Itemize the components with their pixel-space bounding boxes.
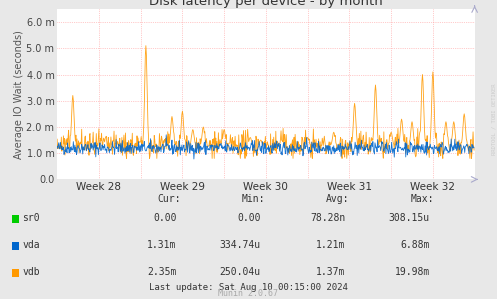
Text: Min:: Min: <box>242 194 265 204</box>
Text: vda: vda <box>22 240 40 250</box>
Text: 78.28n: 78.28n <box>310 213 345 223</box>
Text: sr0: sr0 <box>22 213 40 223</box>
Text: 1.31m: 1.31m <box>147 240 176 250</box>
Title: Disk latency per device - by month: Disk latency per device - by month <box>149 0 383 8</box>
Text: Munin 2.0.67: Munin 2.0.67 <box>219 289 278 298</box>
Text: Max:: Max: <box>411 194 434 204</box>
Text: 19.98m: 19.98m <box>395 267 430 277</box>
Text: 308.15u: 308.15u <box>389 213 430 223</box>
Text: RRDTOOL / TOBI OETIKER: RRDTOOL / TOBI OETIKER <box>491 84 496 155</box>
Text: 1.37m: 1.37m <box>316 267 345 277</box>
Text: 6.88m: 6.88m <box>401 240 430 250</box>
Text: 1.21m: 1.21m <box>316 240 345 250</box>
Text: Last update: Sat Aug 10 00:15:00 2024: Last update: Sat Aug 10 00:15:00 2024 <box>149 283 348 292</box>
Text: 2.35m: 2.35m <box>147 267 176 277</box>
Text: 0.00: 0.00 <box>153 213 176 223</box>
Text: Avg:: Avg: <box>326 194 350 204</box>
Text: 0.00: 0.00 <box>238 213 261 223</box>
Y-axis label: Average IO Wait (seconds): Average IO Wait (seconds) <box>13 30 23 159</box>
Text: vdb: vdb <box>22 267 40 277</box>
Text: Cur:: Cur: <box>157 194 181 204</box>
Text: 334.74u: 334.74u <box>220 240 261 250</box>
Text: 250.04u: 250.04u <box>220 267 261 277</box>
